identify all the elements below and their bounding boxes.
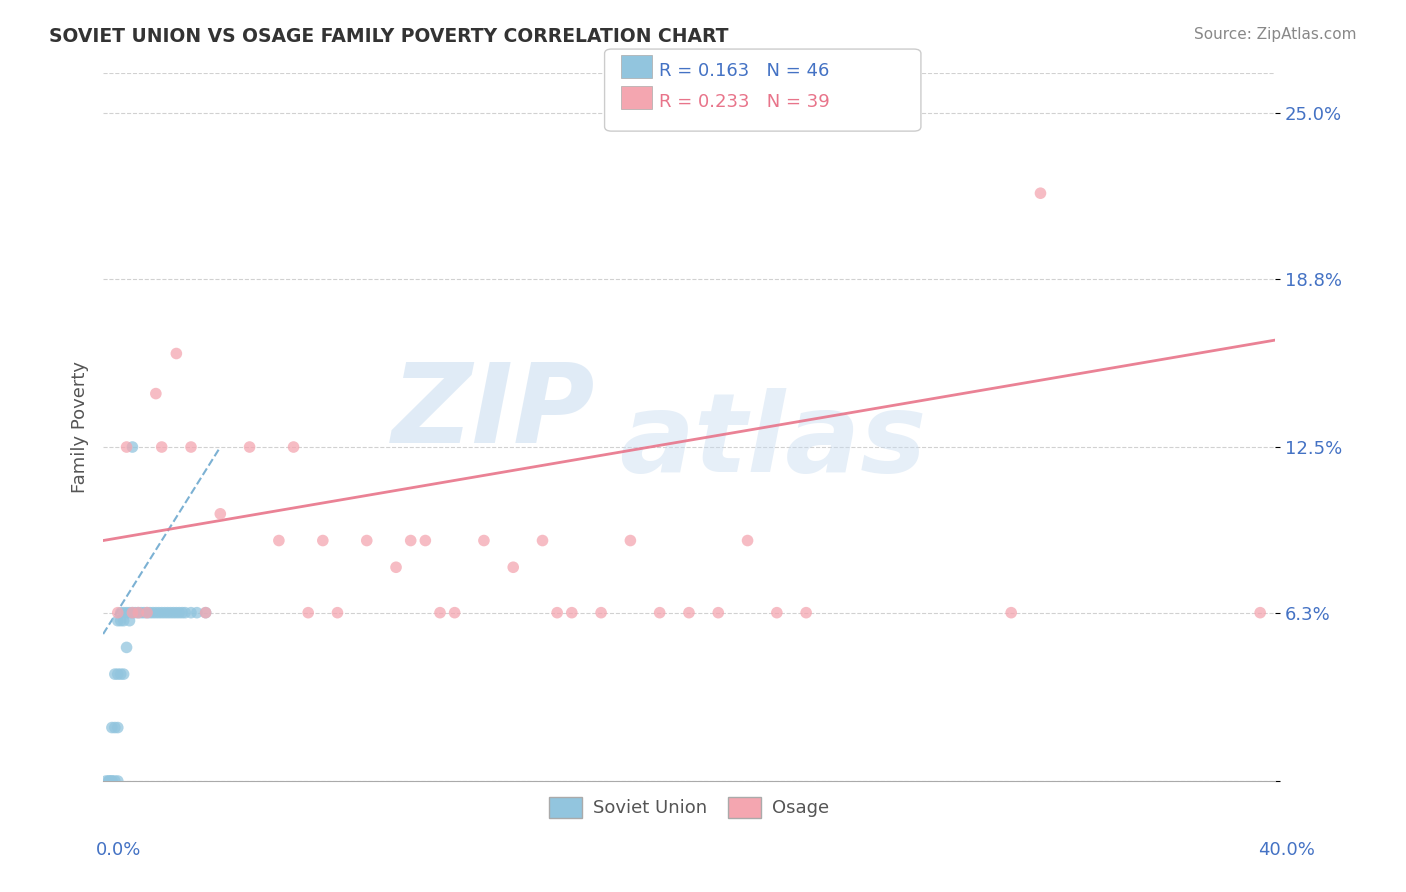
Text: R = 0.233   N = 39: R = 0.233 N = 39 — [659, 93, 830, 111]
Point — [127, 606, 149, 620]
Point — [110, 614, 132, 628]
Point — [472, 533, 495, 548]
Text: ZIP: ZIP — [392, 359, 595, 467]
Point — [121, 606, 143, 620]
Point — [129, 606, 152, 620]
Legend: Soviet Union, Osage: Soviet Union, Osage — [541, 789, 837, 825]
Point — [165, 606, 187, 620]
Point — [104, 721, 127, 735]
Y-axis label: Family Poverty: Family Poverty — [72, 361, 89, 493]
Point — [156, 606, 179, 620]
Point — [443, 606, 465, 620]
Point — [145, 386, 167, 401]
Point — [648, 606, 671, 620]
Point — [619, 533, 641, 548]
Point — [107, 774, 129, 789]
Point — [112, 606, 135, 620]
Point — [104, 774, 127, 789]
Point — [94, 774, 117, 789]
Point — [356, 533, 378, 548]
Text: 0.0%: 0.0% — [96, 840, 141, 858]
Point — [150, 606, 173, 620]
Point — [169, 606, 191, 620]
Point — [112, 667, 135, 681]
Point — [142, 606, 165, 620]
Point — [104, 667, 127, 681]
Point — [180, 606, 202, 620]
Point — [186, 606, 208, 620]
Point — [267, 533, 290, 548]
Point — [124, 606, 146, 620]
Point — [531, 533, 554, 548]
Point — [115, 606, 138, 620]
Point — [399, 533, 422, 548]
Point — [678, 606, 700, 620]
Point — [107, 721, 129, 735]
Point — [115, 440, 138, 454]
Point — [239, 440, 262, 454]
Point — [283, 440, 305, 454]
Point — [145, 606, 167, 620]
Point — [150, 440, 173, 454]
Point — [101, 721, 124, 735]
Text: Source: ZipAtlas.com: Source: ZipAtlas.com — [1194, 27, 1357, 42]
Point — [134, 606, 156, 620]
Point — [174, 606, 197, 620]
Point — [110, 667, 132, 681]
Point — [98, 774, 121, 789]
Point — [707, 606, 730, 620]
Point — [1000, 606, 1022, 620]
Point — [107, 606, 129, 620]
Point — [159, 606, 181, 620]
Point — [139, 606, 162, 620]
Text: 40.0%: 40.0% — [1258, 840, 1315, 858]
Text: atlas: atlas — [619, 388, 927, 495]
Point — [502, 560, 524, 574]
Point — [118, 614, 141, 628]
Point — [162, 606, 184, 620]
Point — [194, 606, 217, 620]
Point — [148, 606, 170, 620]
Point — [561, 606, 583, 620]
Point — [591, 606, 613, 620]
Point — [194, 606, 217, 620]
Point — [766, 606, 789, 620]
Point — [1249, 606, 1271, 620]
Point — [107, 614, 129, 628]
Point — [326, 606, 349, 620]
Point — [110, 606, 132, 620]
Point — [112, 614, 135, 628]
Point — [107, 667, 129, 681]
Point — [121, 606, 143, 620]
Point — [312, 533, 335, 548]
Point — [429, 606, 451, 620]
Point — [794, 606, 817, 620]
Point — [98, 774, 121, 789]
Point — [127, 606, 149, 620]
Point — [172, 606, 194, 620]
Point — [101, 774, 124, 789]
Point — [209, 507, 232, 521]
Point — [415, 533, 437, 548]
Text: R = 0.163   N = 46: R = 0.163 N = 46 — [659, 62, 830, 80]
Point — [115, 640, 138, 655]
Point — [118, 606, 141, 620]
Point — [1029, 186, 1052, 201]
Point — [297, 606, 319, 620]
Point — [165, 346, 187, 360]
Point — [180, 440, 202, 454]
Point — [153, 606, 176, 620]
Point — [101, 774, 124, 789]
Point — [136, 606, 159, 620]
Point — [737, 533, 759, 548]
Text: SOVIET UNION VS OSAGE FAMILY POVERTY CORRELATION CHART: SOVIET UNION VS OSAGE FAMILY POVERTY COR… — [49, 27, 728, 45]
Point — [546, 606, 568, 620]
Point — [121, 440, 143, 454]
Point — [136, 606, 159, 620]
Point — [385, 560, 408, 574]
